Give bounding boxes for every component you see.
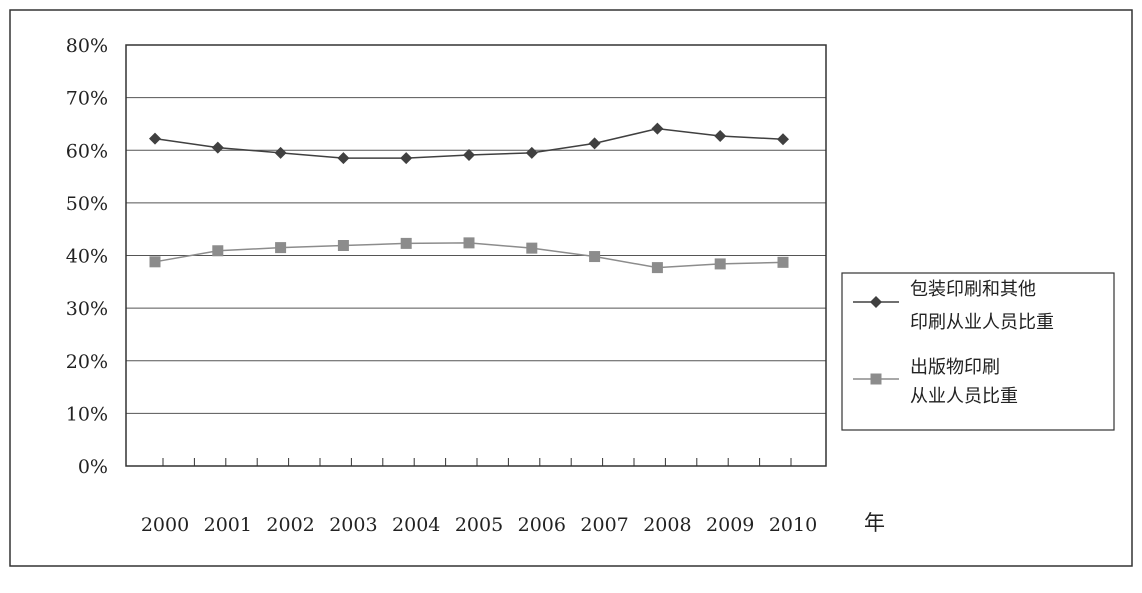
diamond-point xyxy=(525,146,538,159)
diamond-point xyxy=(714,130,727,143)
y-tick-label: 0% xyxy=(78,456,108,478)
gridlines xyxy=(126,97,826,414)
diamond-point xyxy=(463,148,475,161)
x-tick-label: 2000 xyxy=(141,514,189,536)
diamond-point xyxy=(149,132,161,145)
series-2 xyxy=(149,237,789,274)
diamond-point xyxy=(651,122,664,135)
square-point xyxy=(212,245,224,257)
legend-label: 包装印刷和其他 xyxy=(910,279,1036,300)
legend-label: 出版物印刷 xyxy=(910,357,1000,378)
diamond-point xyxy=(274,146,287,159)
square-point xyxy=(275,242,287,254)
diamond-point xyxy=(337,152,350,165)
square-point xyxy=(714,258,726,270)
x-tick-label: 2003 xyxy=(329,514,377,536)
legend-label: 印刷从业人员比重 xyxy=(910,312,1054,333)
square-point xyxy=(526,242,538,254)
x-tick-label: 2001 xyxy=(204,514,252,536)
diamond-point xyxy=(211,141,224,154)
y-axis: 0% 10% 20% 30% 40% 50% 60% 70% 80% xyxy=(66,35,108,478)
square-point xyxy=(149,256,161,268)
y-tick-label: 70% xyxy=(66,88,108,110)
x-axis-unit-label: 年 xyxy=(864,511,885,535)
y-tick-label: 30% xyxy=(66,298,108,320)
series-group xyxy=(149,122,789,274)
y-tick-label: 40% xyxy=(66,246,108,268)
x-tick-label: 2006 xyxy=(518,514,566,536)
y-tick-label: 60% xyxy=(66,140,108,162)
diamond-point xyxy=(400,152,413,165)
y-tick-label: 50% xyxy=(66,193,108,215)
series-1 xyxy=(149,122,789,165)
x-tick-label: 2008 xyxy=(643,514,691,536)
diamond-point xyxy=(588,137,601,150)
square-point xyxy=(463,237,475,249)
plot-area xyxy=(125,44,827,467)
square-point xyxy=(337,240,349,252)
x-axis: 2000 2001 2002 2003 2004 2005 2006 2007 2008 2009… xyxy=(141,458,817,536)
x-tick-label: 2007 xyxy=(580,514,628,536)
x-tick-label: 2004 xyxy=(392,514,440,536)
x-tick-label: 2010 xyxy=(769,514,817,536)
square-point xyxy=(589,251,601,263)
diamond-point xyxy=(777,133,789,146)
y-tick-label: 10% xyxy=(66,403,108,425)
x-tick-label: 2002 xyxy=(266,514,314,536)
square-point xyxy=(777,256,789,268)
square-point xyxy=(400,237,412,249)
legend-square-marker xyxy=(870,373,882,385)
x-tick-label: 2009 xyxy=(706,514,754,536)
legend-label: 从业人员比重 xyxy=(910,386,1018,407)
y-tick-label: 20% xyxy=(66,351,108,373)
x-tick-label: 2005 xyxy=(455,514,503,536)
y-tick-label: 80% xyxy=(66,35,108,57)
square-point xyxy=(651,262,663,274)
legend-diamond-marker xyxy=(870,296,882,308)
legend-box xyxy=(841,272,1115,431)
